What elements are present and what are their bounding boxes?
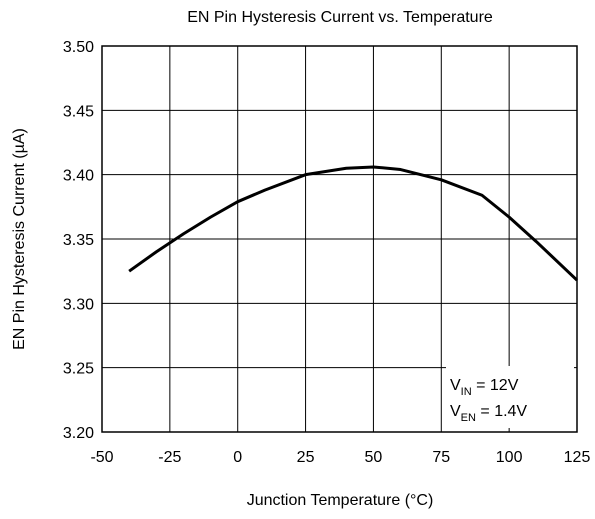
x-tick-label: 50 — [365, 449, 383, 466]
x-tick-label: -25 — [158, 449, 181, 466]
x-tick-label: -50 — [90, 449, 113, 466]
annotation-part: V — [450, 377, 461, 394]
y-tick-label: 3.35 — [63, 232, 94, 249]
data-line — [128, 165, 579, 282]
y-tick-label: 3.30 — [63, 296, 94, 313]
x-tick-label: 25 — [297, 449, 315, 466]
chart-title: EN Pin Hysteresis Current vs. Temperatur… — [187, 9, 493, 26]
annotation: VIN = 12V — [450, 377, 519, 398]
annotation-box — [446, 366, 574, 428]
annotation-subscript: EN — [461, 412, 476, 424]
annotation-subscript: IN — [461, 386, 472, 398]
plot-frame — [101, 45, 578, 433]
annotation-part: V — [450, 403, 461, 420]
x-tick-label: 0 — [233, 449, 242, 466]
y-tick-label: 3.50 — [63, 39, 94, 56]
y-tick-label: 3.40 — [63, 168, 94, 185]
x-axis-label: Junction Temperature (°C) — [247, 492, 434, 509]
y-axis-label: EN Pin Hysteresis Current (µA) — [11, 128, 28, 350]
y-tick-label: 3.20 — [63, 425, 94, 442]
y-tick-label: 3.45 — [63, 103, 94, 120]
y-tick-label: 3.25 — [63, 361, 94, 378]
x-tick-label: 75 — [432, 449, 450, 466]
x-tick-label: 100 — [496, 449, 523, 466]
annotation-part: = 1.4V — [476, 403, 527, 420]
x-tick-label: 125 — [564, 449, 591, 466]
annotation: VEN = 1.4V — [450, 403, 527, 424]
annotation-part: = 12V — [472, 377, 519, 394]
